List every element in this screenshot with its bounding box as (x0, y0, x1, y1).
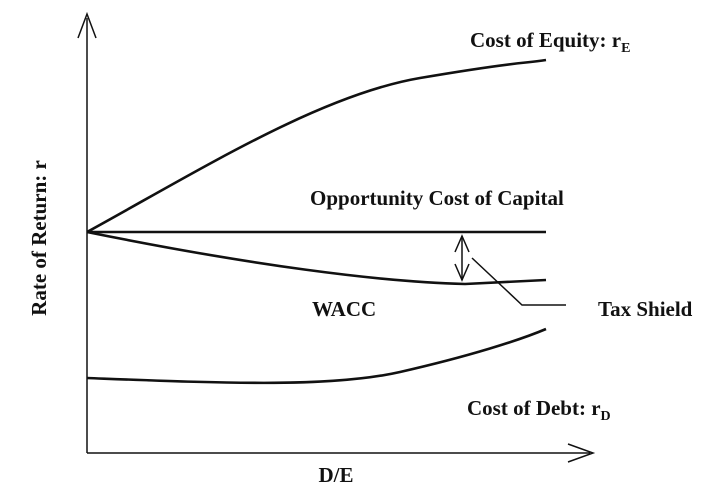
cost-of-debt-label: Cost of Debt: rD (467, 396, 611, 424)
opportunity-cost-label: Opportunity Cost of Capital (310, 186, 564, 210)
label-subscript: E (621, 41, 630, 56)
wacc-label: WACC (312, 297, 376, 321)
label-text: Cost of Debt: r (467, 396, 601, 420)
x-axis-label: D/E (318, 463, 353, 487)
cost-of-equity-curve (86, 58, 547, 234)
cost-of-debt-curve (86, 327, 547, 385)
y-arrowhead (77, 11, 97, 39)
wacc-curve (86, 230, 547, 286)
tax-shield-leader (471, 257, 566, 306)
tax-shield-arrowheads (454, 234, 470, 282)
y-axis-label: Rate of Return: r (27, 160, 51, 316)
x-arrowhead (567, 443, 596, 463)
cost-of-equity-label: Cost of Equity: rE (470, 28, 630, 56)
tax-shield-label: Tax Shield (598, 297, 693, 321)
label-text: Cost of Equity: r (470, 28, 621, 52)
label-subscript: D (601, 409, 611, 424)
